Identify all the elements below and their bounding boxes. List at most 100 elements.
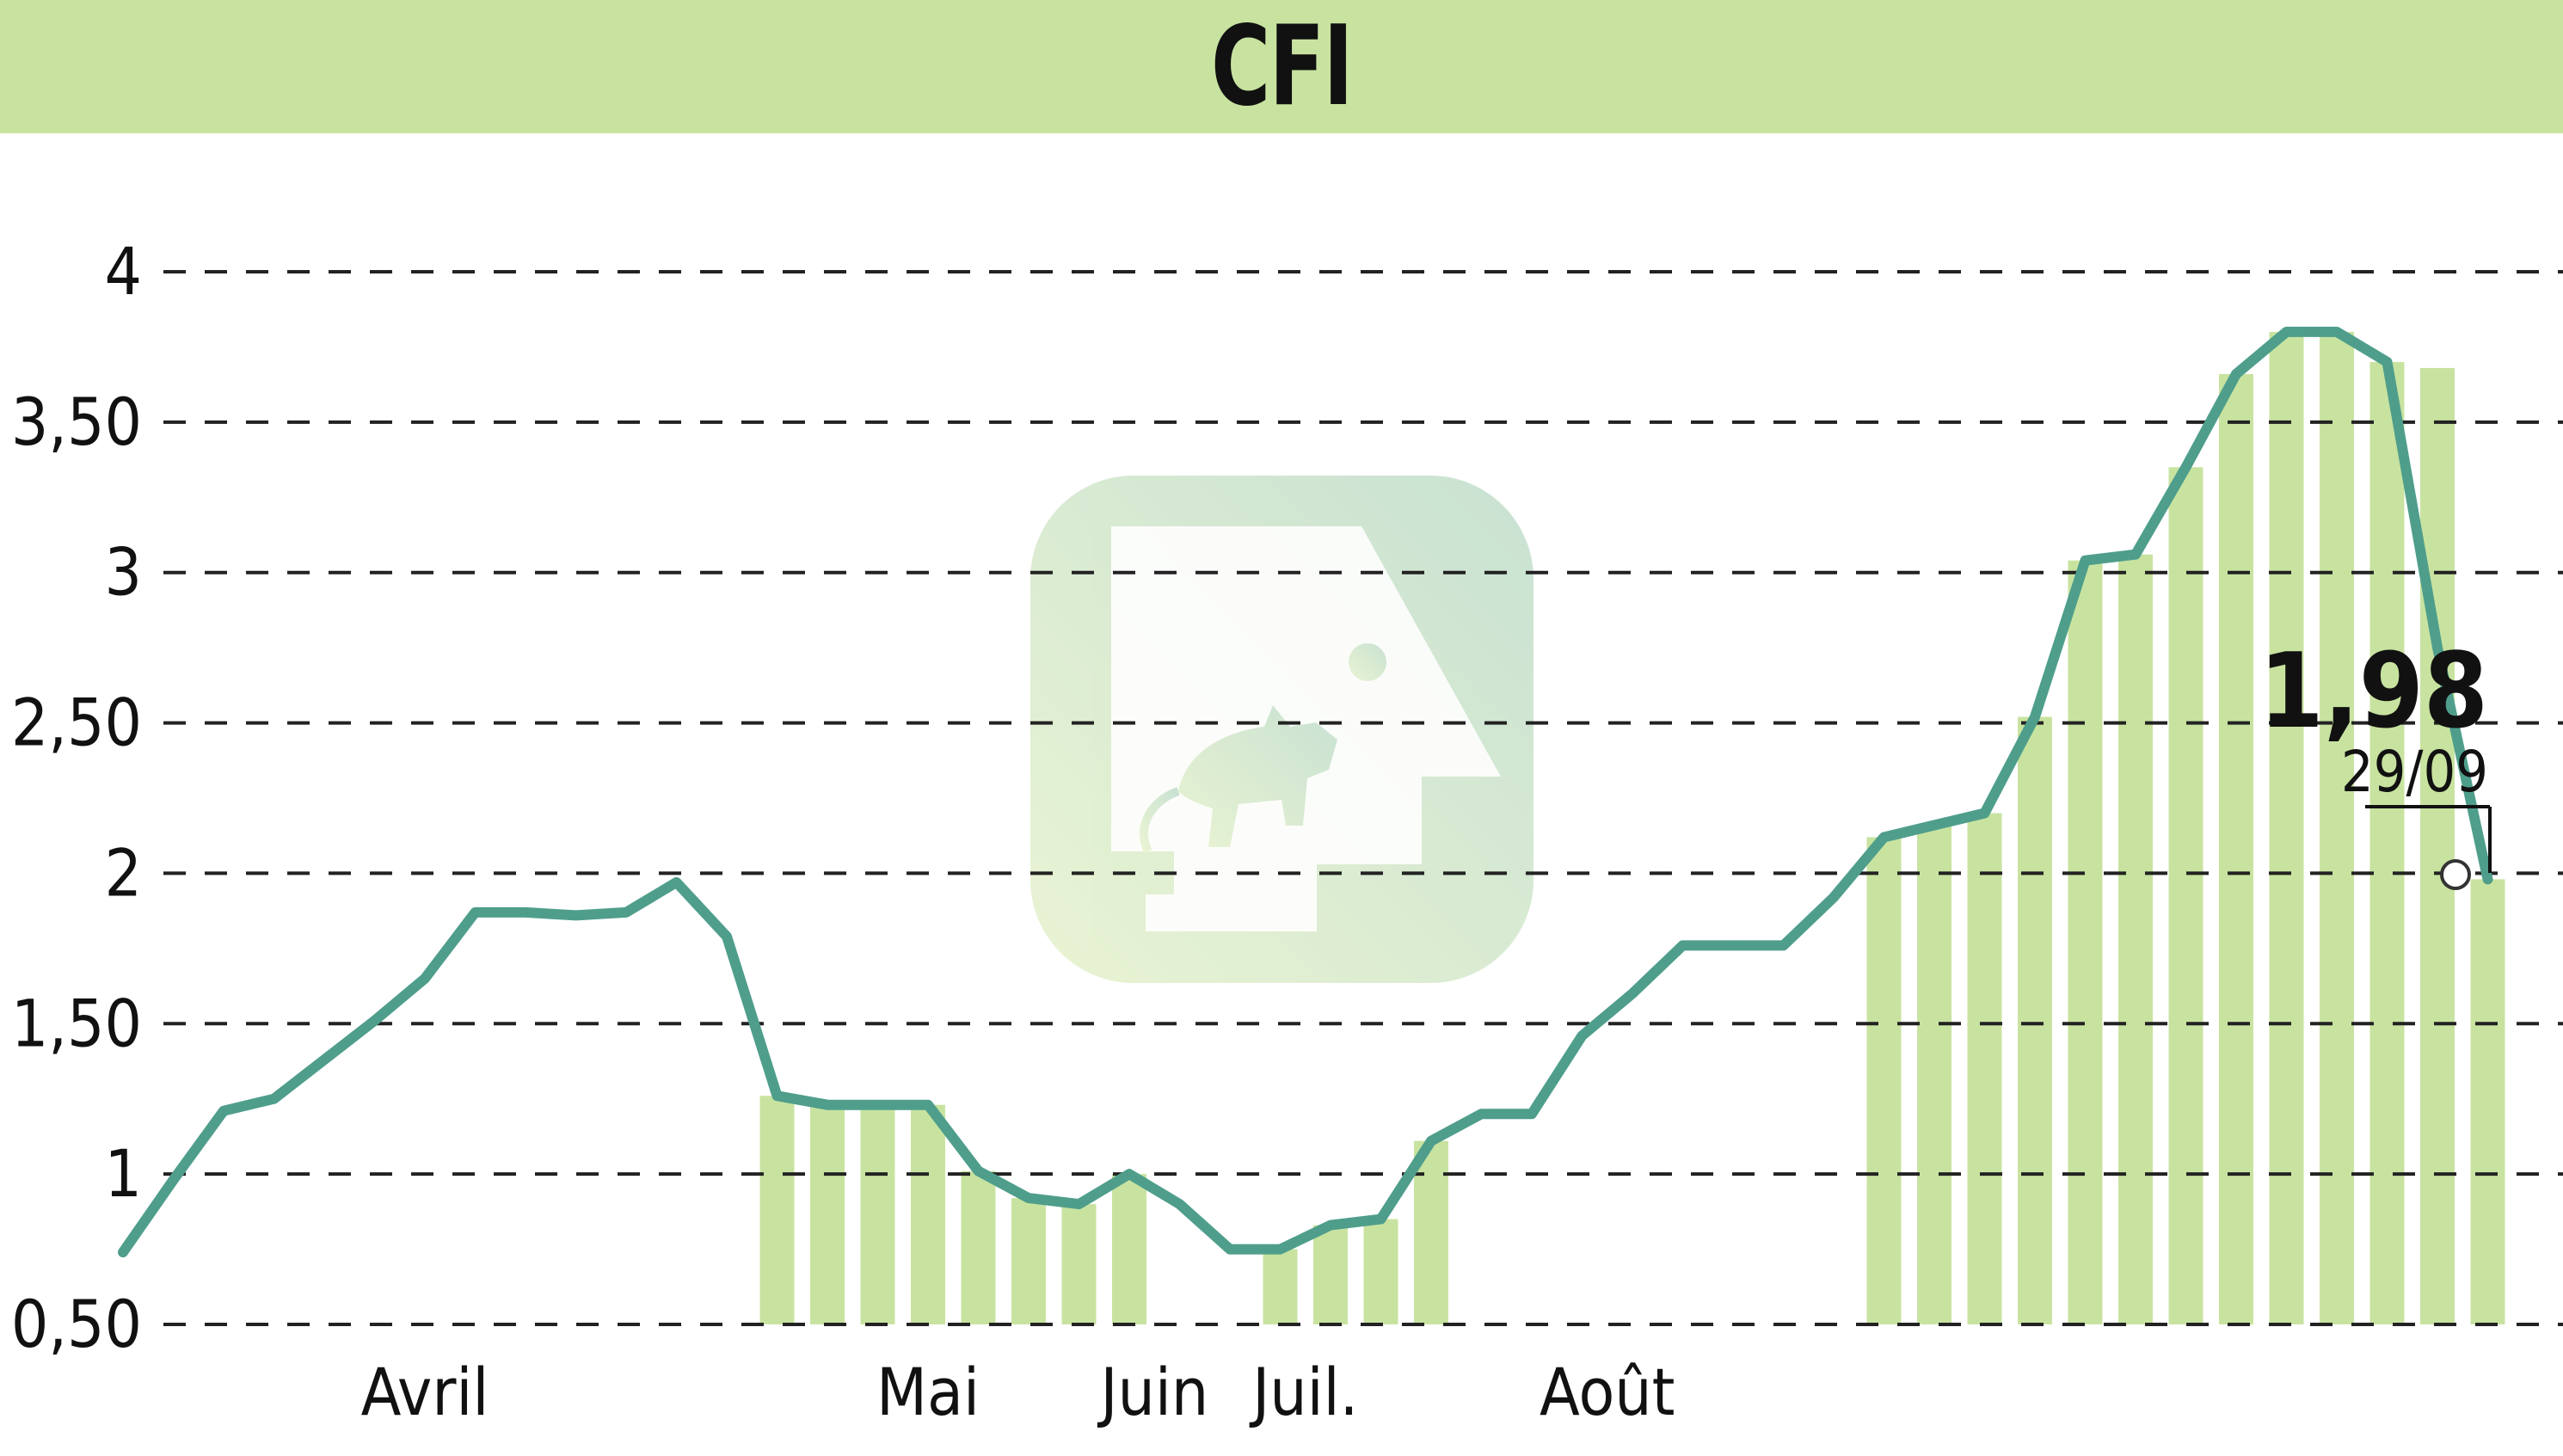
price-point-1 bbox=[169, 1176, 178, 1185]
chart-title: CFI bbox=[1211, 2, 1354, 131]
price-point-10 bbox=[622, 907, 630, 917]
price-point-12 bbox=[722, 931, 731, 941]
price-point-17 bbox=[974, 1166, 983, 1176]
price-point-23 bbox=[1275, 1244, 1285, 1254]
y-tick-label-4: 2 bbox=[105, 834, 143, 911]
price-point-15 bbox=[873, 1100, 882, 1109]
volume-bar-20 bbox=[2269, 331, 2304, 1324]
price-point-22 bbox=[1226, 1244, 1234, 1254]
price-point-42 bbox=[2232, 369, 2240, 378]
y-tick-label-0: 4 bbox=[105, 233, 143, 310]
price-point-18 bbox=[1024, 1194, 1033, 1203]
price-point-37 bbox=[1980, 808, 1989, 818]
price-point-28 bbox=[1527, 1109, 1536, 1119]
x-month-label-4: Août bbox=[1540, 1354, 1675, 1430]
last-value-annotation: 1,98 29/09 bbox=[2259, 632, 2492, 890]
bull-logo-icon bbox=[1030, 476, 1533, 983]
price-point-46 bbox=[2433, 643, 2442, 653]
price-point-38 bbox=[2031, 712, 2039, 722]
y-tick-label-1: 3,50 bbox=[11, 384, 142, 460]
volume-bar-13 bbox=[1917, 825, 1951, 1324]
last-date-label: 29/09 bbox=[2341, 739, 2488, 805]
price-point-36 bbox=[1930, 820, 1939, 830]
volume-bar-14 bbox=[1967, 813, 2002, 1324]
price-point-45 bbox=[2382, 357, 2392, 366]
price-point-4 bbox=[320, 1055, 329, 1065]
price-point-29 bbox=[1577, 1031, 1587, 1041]
price-point-43 bbox=[2282, 327, 2291, 336]
y-tick-label-5: 1,50 bbox=[11, 985, 142, 1061]
price-point-13 bbox=[772, 1091, 782, 1101]
price-point-9 bbox=[571, 911, 581, 920]
price-point-3 bbox=[269, 1094, 279, 1103]
price-point-0 bbox=[119, 1248, 127, 1257]
price-point-8 bbox=[521, 907, 530, 917]
volume-bar-11 bbox=[1414, 1140, 1448, 1324]
x-month-label-3: Juil. bbox=[1249, 1354, 1358, 1430]
price-point-11 bbox=[672, 877, 681, 887]
price-point-25 bbox=[1376, 1214, 1386, 1224]
grid-lines bbox=[163, 270, 2563, 1326]
volume-bar-1 bbox=[810, 1104, 845, 1324]
price-point-30 bbox=[1628, 989, 1637, 998]
volume-bar-24 bbox=[2470, 879, 2505, 1324]
price-point-31 bbox=[1678, 941, 1687, 950]
title-bar: CFI bbox=[0, 0, 2563, 133]
price-point-6 bbox=[421, 974, 429, 983]
last-value-marker bbox=[2440, 859, 2471, 890]
volume-bar-23 bbox=[2420, 367, 2455, 1324]
price-point-33 bbox=[1779, 941, 1788, 950]
price-point-20 bbox=[1125, 1170, 1134, 1179]
price-series-line bbox=[118, 326, 2493, 1258]
volume-bar-19 bbox=[2219, 373, 2253, 1325]
price-point-7 bbox=[470, 907, 480, 917]
x-month-label-0: Avril bbox=[361, 1354, 489, 1430]
x-axis-labels: Avril Mai Juin Juil. Août bbox=[361, 1354, 1675, 1430]
price-point-47 bbox=[2483, 875, 2492, 884]
y-tick-label-6: 1 bbox=[105, 1135, 143, 1212]
volume-bar-17 bbox=[2118, 554, 2153, 1324]
price-point-19 bbox=[1074, 1200, 1084, 1209]
volume-bar-15 bbox=[2018, 716, 2052, 1324]
volume-bar-10 bbox=[1363, 1219, 1398, 1324]
x-month-label-1: Mai bbox=[876, 1354, 980, 1430]
y-tick-label-2: 3 bbox=[105, 534, 143, 611]
volume-bar-18 bbox=[2168, 467, 2203, 1324]
volume-bar-6 bbox=[1061, 1204, 1097, 1324]
price-point-40 bbox=[2131, 550, 2140, 559]
last-value-label: 1,98 bbox=[2259, 632, 2488, 752]
volume-bar-2 bbox=[860, 1104, 895, 1324]
price-point-5 bbox=[370, 1016, 379, 1025]
price-point-26 bbox=[1427, 1136, 1435, 1146]
y-tick-label-3: 2,50 bbox=[11, 685, 142, 761]
price-point-39 bbox=[2081, 556, 2090, 565]
volume-bar-7 bbox=[1112, 1174, 1146, 1324]
price-point-41 bbox=[2181, 463, 2191, 472]
price-point-14 bbox=[823, 1100, 832, 1109]
volume-bar-0 bbox=[759, 1096, 795, 1324]
volume-bar-22 bbox=[2369, 361, 2405, 1324]
volume-bar-5 bbox=[1011, 1198, 1046, 1324]
price-point-32 bbox=[1729, 941, 1737, 950]
volume-bar-8 bbox=[1263, 1249, 1298, 1324]
price-point-27 bbox=[1477, 1109, 1486, 1119]
price-point-44 bbox=[2333, 327, 2341, 336]
volume-bar-9 bbox=[1313, 1225, 1348, 1324]
volume-bar-4 bbox=[961, 1170, 996, 1324]
price-point-21 bbox=[1175, 1200, 1184, 1209]
y-tick-label-7: 0,50 bbox=[11, 1286, 142, 1362]
volume-bar-12 bbox=[1866, 837, 1902, 1324]
price-line bbox=[118, 326, 2493, 1258]
volume-bar-16 bbox=[2068, 560, 2103, 1324]
volume-bar-21 bbox=[2320, 331, 2354, 1324]
price-point-34 bbox=[1829, 893, 1838, 902]
price-point-2 bbox=[219, 1106, 228, 1115]
volume-bar-3 bbox=[911, 1104, 945, 1324]
y-axis-labels: 4 3,50 3 2,50 2 1,50 1 0,50 bbox=[11, 233, 142, 1362]
price-point-16 bbox=[924, 1100, 932, 1109]
price-point-35 bbox=[1879, 832, 1889, 842]
x-month-label-2: Juin bbox=[1097, 1354, 1208, 1430]
volume-bars bbox=[759, 331, 2505, 1325]
price-point-24 bbox=[1326, 1220, 1335, 1230]
